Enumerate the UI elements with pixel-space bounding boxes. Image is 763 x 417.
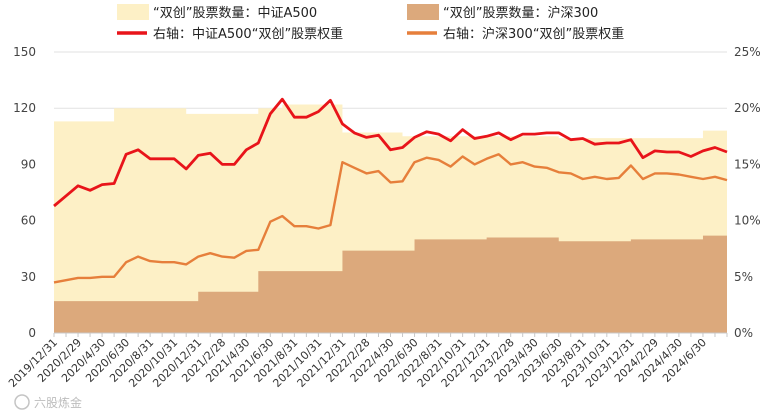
y-left-tick-label: 60 <box>21 214 36 228</box>
y-right-tick-label: 25% <box>734 45 761 59</box>
y-left-tick-label: 0 <box>28 326 36 340</box>
y-right-tick-label: 10% <box>734 214 761 228</box>
legend-label-a500-weight: 右轴：中证A500“双创”股票权重 <box>153 26 343 42</box>
y-axis-right: 0% 5% 10% 15% 20% 25% <box>734 45 761 340</box>
legend: “双创”股票数量：中证A500 “双创”股票数量：沪深300 右轴：中证A500… <box>117 4 624 42</box>
y-right-tick-label: 5% <box>734 270 753 284</box>
y-right-tick-label: 15% <box>734 157 761 171</box>
y-axis-left: 0 30 60 90 120 150 <box>13 45 36 340</box>
y-right-tick-label: 0% <box>734 326 753 340</box>
legend-label-hs300-count: “双创”股票数量：沪深300 <box>443 5 598 21</box>
watermark: 六股炼金 <box>14 394 82 410</box>
y-left-tick-label: 30 <box>21 270 36 284</box>
watermark-logo-icon <box>14 394 30 410</box>
y-left-tick-label: 90 <box>21 157 36 171</box>
area-series <box>54 104 727 333</box>
line-hs300-weight <box>53 153 728 284</box>
area-hs300-count <box>54 235 727 333</box>
line-series <box>53 97 728 284</box>
y-left-tick-label: 120 <box>13 101 36 115</box>
line-a500-weight <box>53 97 728 208</box>
x-axis: 2019/12/312020/2/292020/4/302020/6/30202… <box>6 332 728 390</box>
legend-label-hs300-weight: 右轴：沪深300“双创”股票权重 <box>443 26 624 42</box>
legend-swatch-a500-count <box>117 4 149 20</box>
legend-label-a500-count: “双创”股票数量：中证A500 <box>153 6 317 21</box>
y-left-tick-label: 150 <box>13 45 36 59</box>
watermark-text: 六股炼金 <box>34 395 82 410</box>
y-right-tick-label: 20% <box>734 101 761 115</box>
legend-swatch-hs300-count <box>407 4 439 20</box>
